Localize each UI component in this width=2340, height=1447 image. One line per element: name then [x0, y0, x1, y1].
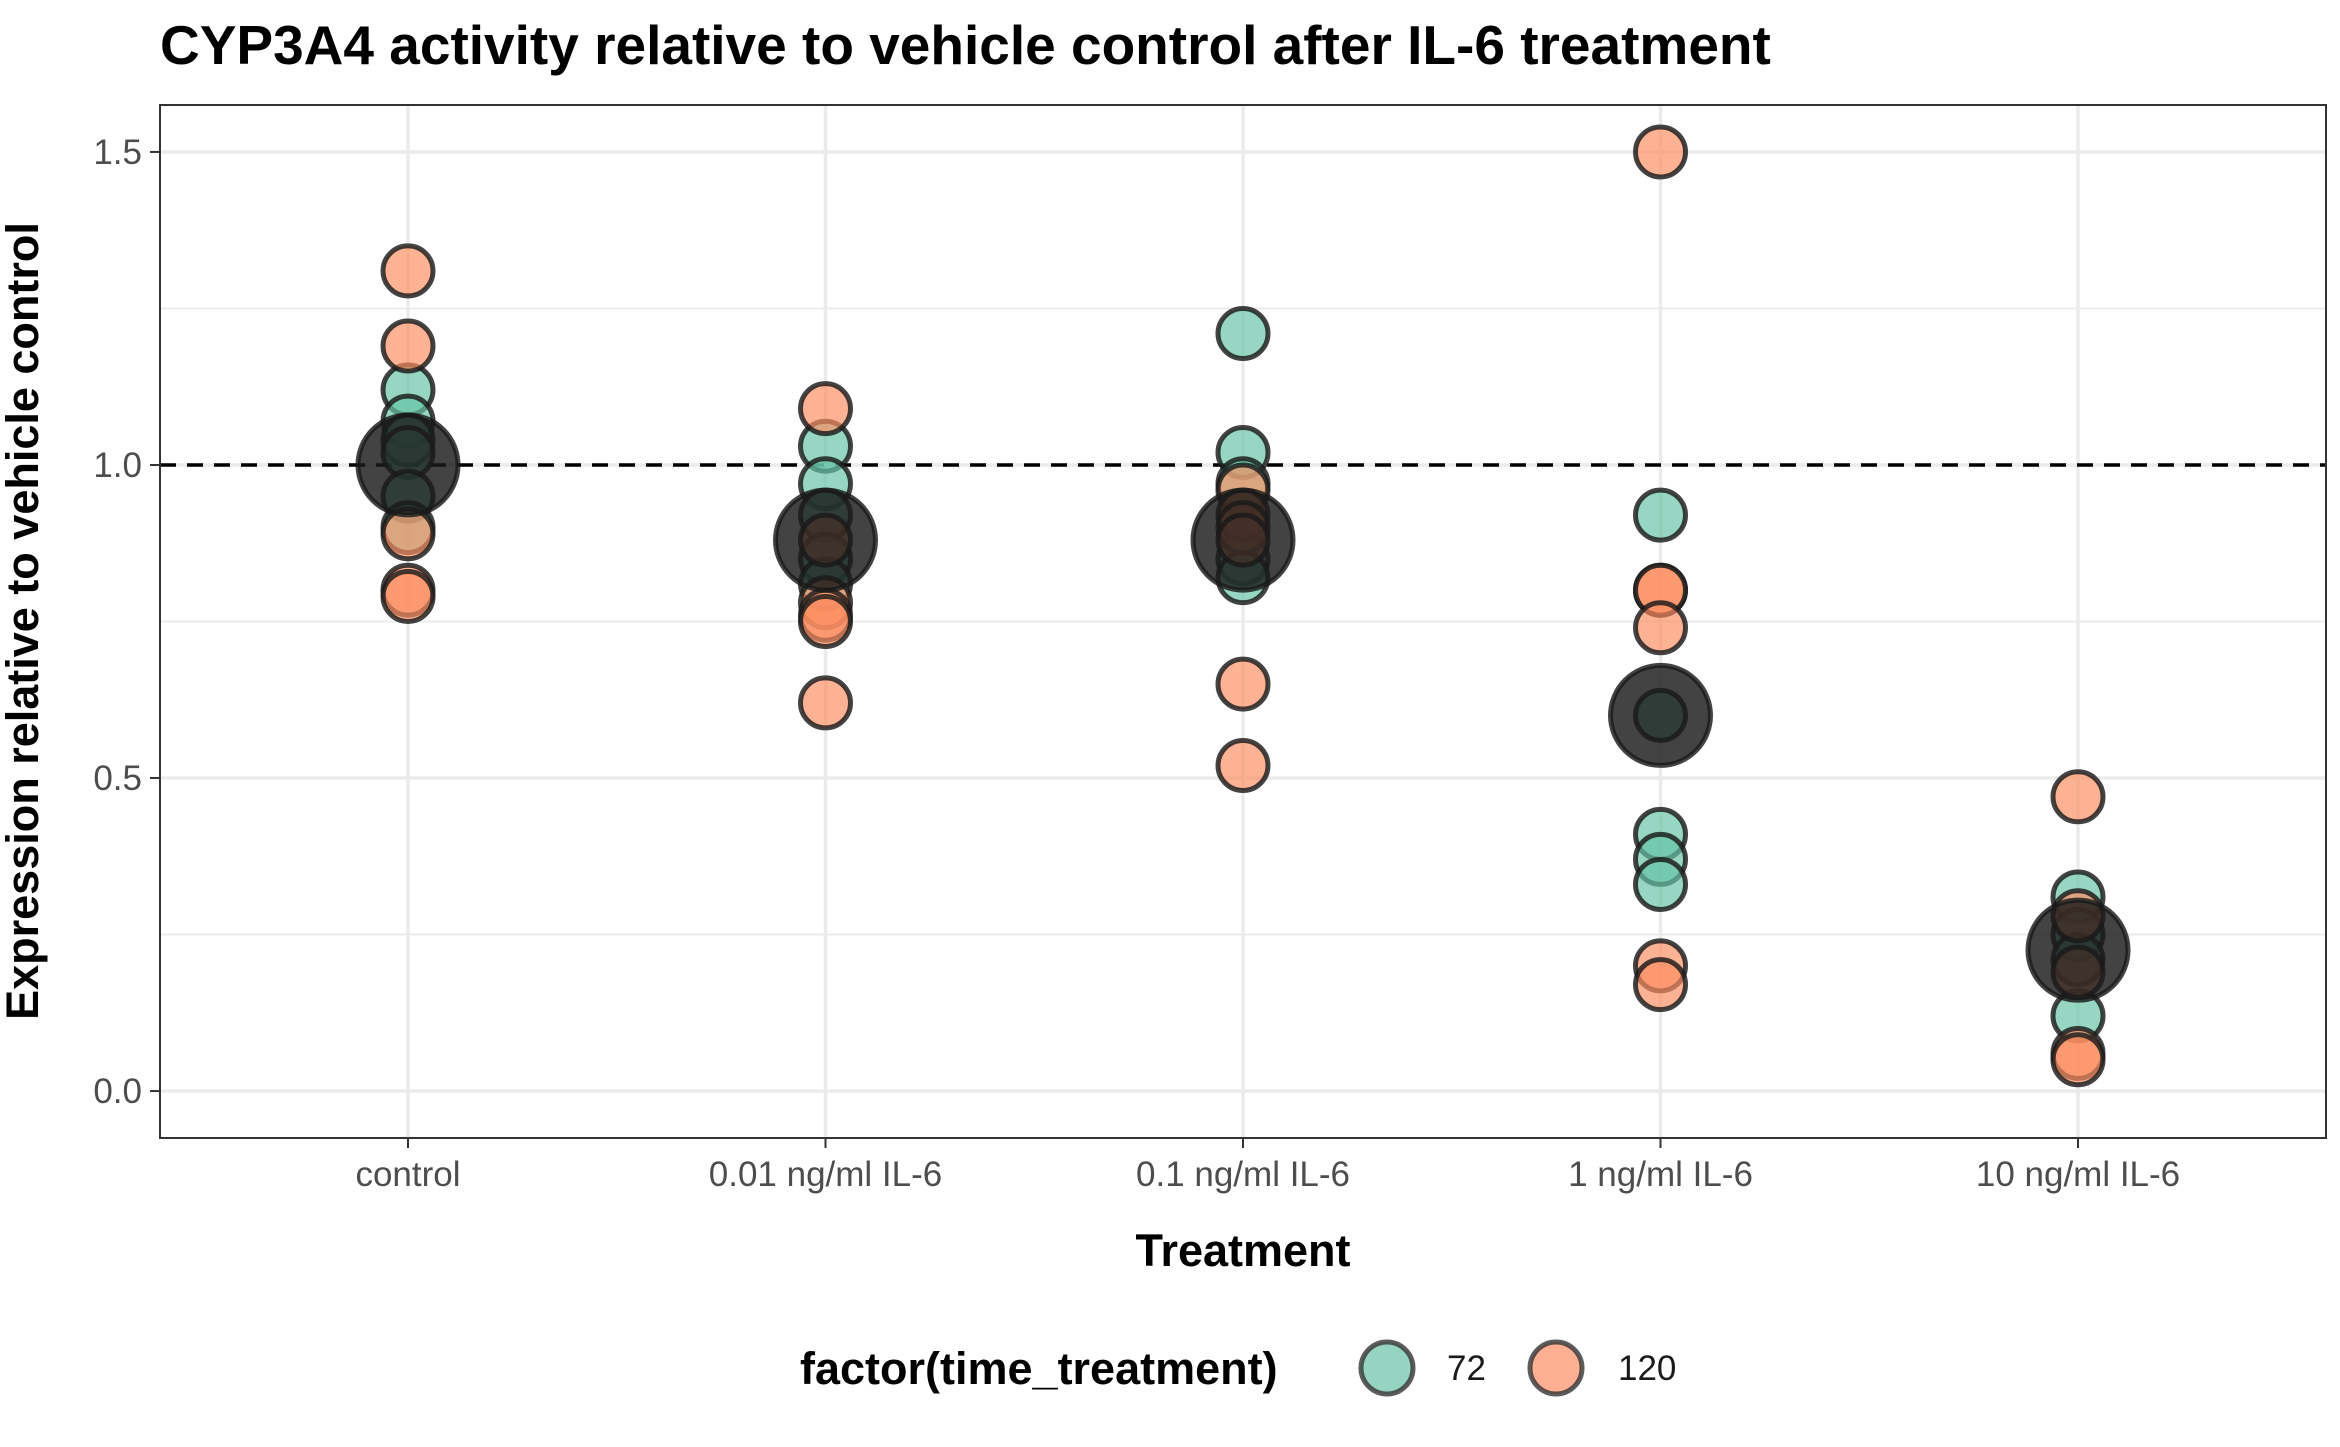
- data-point-72: [1215, 306, 1271, 362]
- axis-ticks: 0.0 0.5 1.0 1.5 control 0.01 ng/ml IL-6 0.1 ng…: [93, 133, 2180, 1194]
- mean-point: [773, 487, 878, 593]
- legend-key-120: [1527, 1339, 1585, 1397]
- legend-key-72: [1358, 1339, 1416, 1397]
- legend: factor(time_treatment) 72 120: [800, 1339, 1676, 1397]
- mean-point: [1190, 487, 1296, 593]
- data-point-120: [798, 381, 853, 437]
- data-point-120: [380, 568, 436, 624]
- y-axis-title: Expression relative to vehicle control: [0, 222, 48, 1020]
- data-point-120: [1633, 124, 1688, 180]
- x-tick-label: 0.1 ng/ml IL-6: [1136, 1155, 1350, 1194]
- y-tick-label: 0.0: [93, 1072, 142, 1111]
- legend-label-72: 72: [1447, 1349, 1486, 1388]
- data-point-120: [798, 675, 853, 731]
- x-tick-label: 0.01 ng/ml IL-6: [709, 1155, 942, 1194]
- data-point-120: [1215, 737, 1271, 793]
- data-point-120: [1215, 656, 1271, 712]
- chart-title: CYP3A4 activity relative to vehicle cont…: [160, 14, 1771, 76]
- mean-point: [2025, 897, 2131, 1003]
- y-tick-label: 1.0: [93, 446, 142, 485]
- y-tick-label: 1.5: [93, 133, 142, 172]
- mean-point: [1608, 662, 1713, 768]
- x-tick-label: 1 ng/ml IL-6: [1568, 1155, 1753, 1194]
- mean-point: [355, 412, 461, 518]
- x-tick-label: 10 ng/ml IL-6: [1976, 1155, 2180, 1194]
- data-point-120: [798, 594, 853, 649]
- data-point-120: [380, 318, 436, 374]
- data-point-72: [1633, 487, 1688, 543]
- data-point-120: [1633, 600, 1688, 656]
- legend-label-120: 120: [1618, 1349, 1676, 1388]
- data-point-120: [1633, 957, 1688, 1013]
- data-point-120: [380, 243, 436, 299]
- x-axis-title: Treatment: [1135, 1225, 1350, 1276]
- legend-title: factor(time_treatment): [800, 1343, 1278, 1394]
- y-tick-label: 0.5: [93, 759, 142, 798]
- x-tick-label: control: [355, 1155, 460, 1194]
- data-point-72: [1633, 856, 1688, 912]
- data-points: [355, 124, 2131, 1088]
- data-point-120: [2050, 769, 2106, 825]
- data-point-120: [2050, 1032, 2106, 1088]
